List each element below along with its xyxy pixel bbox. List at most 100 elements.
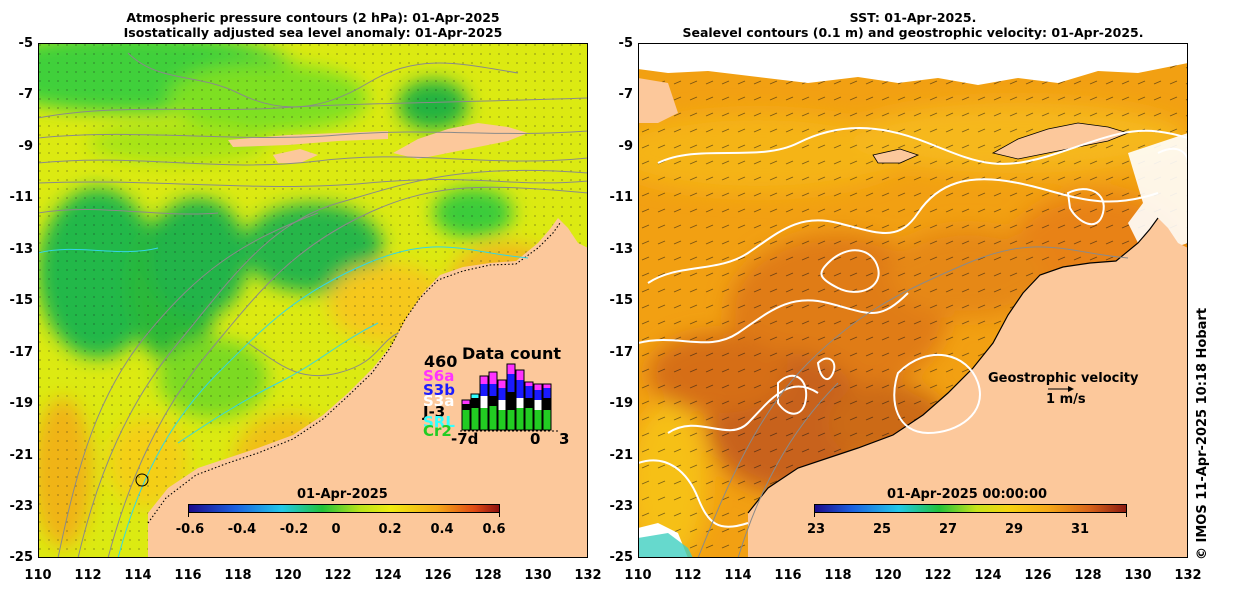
bar-outlines bbox=[461, 363, 552, 431]
y-tick-label: -17 bbox=[609, 345, 634, 360]
x-tick-label: 124 bbox=[374, 568, 402, 583]
y-tick-label: -11 bbox=[9, 190, 34, 205]
data-count-title: Data count bbox=[462, 344, 561, 363]
satellite-label: Cr2 bbox=[423, 422, 452, 440]
satellite-label: SRL bbox=[423, 413, 455, 431]
right-title-line2: Sealevel contours (0.1 m) and geostrophi… bbox=[682, 25, 1144, 40]
y-tick-label: -21 bbox=[609, 448, 634, 463]
pressure-contours bbox=[38, 52, 588, 558]
satellite-label: J-3 bbox=[423, 403, 446, 421]
y-tick-label: -25 bbox=[9, 550, 34, 565]
x-tick-label: 118 bbox=[824, 568, 852, 583]
y-tick-label: -9 bbox=[618, 139, 633, 154]
left-colorbar-date: 01-Apr-2025 bbox=[297, 487, 388, 502]
velocity-legend-scale: 1 m/s bbox=[1046, 392, 1086, 407]
y-tick-label: -23 bbox=[609, 499, 634, 514]
x-tick-label: 120 bbox=[874, 568, 902, 583]
x-tick-label: 114 bbox=[124, 568, 152, 583]
velocity-scale-arrow bbox=[1048, 386, 1074, 392]
x-tick-label: 116 bbox=[774, 568, 802, 583]
left-map bbox=[38, 43, 588, 558]
sumba-land bbox=[872, 148, 920, 164]
x-tick-label: 112 bbox=[674, 568, 702, 583]
colorbar-tick-label: 31 bbox=[1070, 522, 1090, 537]
satellite-label: S3a bbox=[423, 392, 455, 410]
y-tick-label: -13 bbox=[9, 242, 34, 257]
x-tick-label: 126 bbox=[424, 568, 452, 583]
sea-level-contours bbox=[638, 127, 1188, 528]
data-count-x-label: -7d bbox=[451, 430, 479, 448]
y-tick-label: -11 bbox=[609, 190, 634, 205]
right-title-line1: SST: 01-Apr-2025. bbox=[849, 10, 977, 25]
right-colorbar bbox=[814, 504, 1127, 517]
x-tick-label: 114 bbox=[724, 568, 752, 583]
y-tick-label: -19 bbox=[609, 396, 634, 411]
bars bbox=[462, 364, 551, 430]
colorbar-tick-label: 25 bbox=[872, 522, 892, 537]
x-tick-label: 128 bbox=[1074, 568, 1102, 583]
x-tick-label: 122 bbox=[324, 568, 352, 583]
data-count-bars bbox=[460, 363, 560, 432]
colorbar-tick-label: 0.4 bbox=[430, 522, 454, 537]
data-count-x-label: 0 bbox=[530, 430, 541, 448]
y-tick-label: -23 bbox=[9, 499, 34, 514]
bathymetry-contours bbox=[38, 246, 529, 558]
timor-land bbox=[393, 123, 528, 159]
y-tick-label: -7 bbox=[18, 87, 33, 102]
colorbar-tick-label: 29 bbox=[1004, 522, 1024, 537]
x-tick-label: 116 bbox=[174, 568, 202, 583]
coastline bbox=[747, 217, 1159, 514]
location-marker bbox=[135, 473, 149, 487]
colorbar-tick-label: 0.2 bbox=[378, 522, 402, 537]
x-tick-label: 110 bbox=[24, 568, 52, 583]
colorbar-tick-label: -0.2 bbox=[279, 522, 309, 537]
sumba-land bbox=[273, 149, 318, 163]
colorbar-tick-label: 0.6 bbox=[482, 522, 506, 537]
x-tick-label: 112 bbox=[74, 568, 102, 583]
coastline-dotted bbox=[147, 222, 561, 524]
colorbar-tick-label: 27 bbox=[938, 522, 958, 537]
colorbar-tick-label: -0.4 bbox=[227, 522, 257, 537]
y-tick-label: -15 bbox=[609, 293, 634, 308]
bathymetry-contours bbox=[697, 246, 1129, 558]
colorbar-tick-label: -0.6 bbox=[175, 522, 205, 537]
y-tick-label: -7 bbox=[618, 87, 633, 102]
x-tick-label: 130 bbox=[1124, 568, 1152, 583]
x-tick-label: 132 bbox=[1174, 568, 1202, 583]
x-tick-label: 124 bbox=[974, 568, 1002, 583]
y-tick-label: -15 bbox=[9, 293, 34, 308]
y-tick-label: -9 bbox=[18, 139, 33, 154]
left-title-line2: Isostatically adjusted sea level anomaly… bbox=[123, 25, 503, 40]
x-tick-label: 120 bbox=[274, 568, 302, 583]
y-tick-label: -19 bbox=[9, 396, 34, 411]
colorbar-tick-label: 23 bbox=[806, 522, 826, 537]
y-tick-label: -21 bbox=[9, 448, 34, 463]
left-colorbar bbox=[188, 504, 500, 517]
x-tick-label: 110 bbox=[624, 568, 652, 583]
x-tick-label: 132 bbox=[574, 568, 602, 583]
satellite-label: S3b bbox=[423, 381, 455, 399]
left-title-line1: Atmospheric pressure contours (2 hPa): 0… bbox=[126, 10, 500, 25]
flores-land bbox=[228, 131, 388, 147]
australia-land bbox=[148, 218, 588, 558]
y-tick-label: -25 bbox=[609, 550, 634, 565]
right-colorbar-date: 01-Apr-2025 00:00:00 bbox=[887, 487, 1048, 502]
imos-credit: © IMOS 11-Apr-2025 10:18 Hobart bbox=[1195, 307, 1210, 560]
y-tick-label: -13 bbox=[609, 242, 634, 257]
x-tick-label: 122 bbox=[924, 568, 952, 583]
colorbar-tick-label: 0 bbox=[331, 522, 341, 537]
velocity-legend-title: Geostrophic velocity bbox=[988, 371, 1139, 386]
data-count-max: 460 bbox=[424, 352, 458, 371]
australia-land bbox=[748, 218, 1188, 558]
x-tick-label: 126 bbox=[1024, 568, 1052, 583]
right-map bbox=[638, 43, 1188, 558]
x-tick-label: 118 bbox=[224, 568, 252, 583]
x-tick-label: 128 bbox=[474, 568, 502, 583]
y-tick-label: -17 bbox=[9, 345, 34, 360]
satellite-label: S6a bbox=[423, 367, 455, 385]
x-tick-label: 130 bbox=[524, 568, 552, 583]
data-count-x-label: 3 bbox=[559, 430, 570, 448]
y-tick-label: -5 bbox=[618, 36, 633, 51]
java-land bbox=[638, 78, 678, 123]
y-tick-label: -5 bbox=[18, 36, 33, 51]
